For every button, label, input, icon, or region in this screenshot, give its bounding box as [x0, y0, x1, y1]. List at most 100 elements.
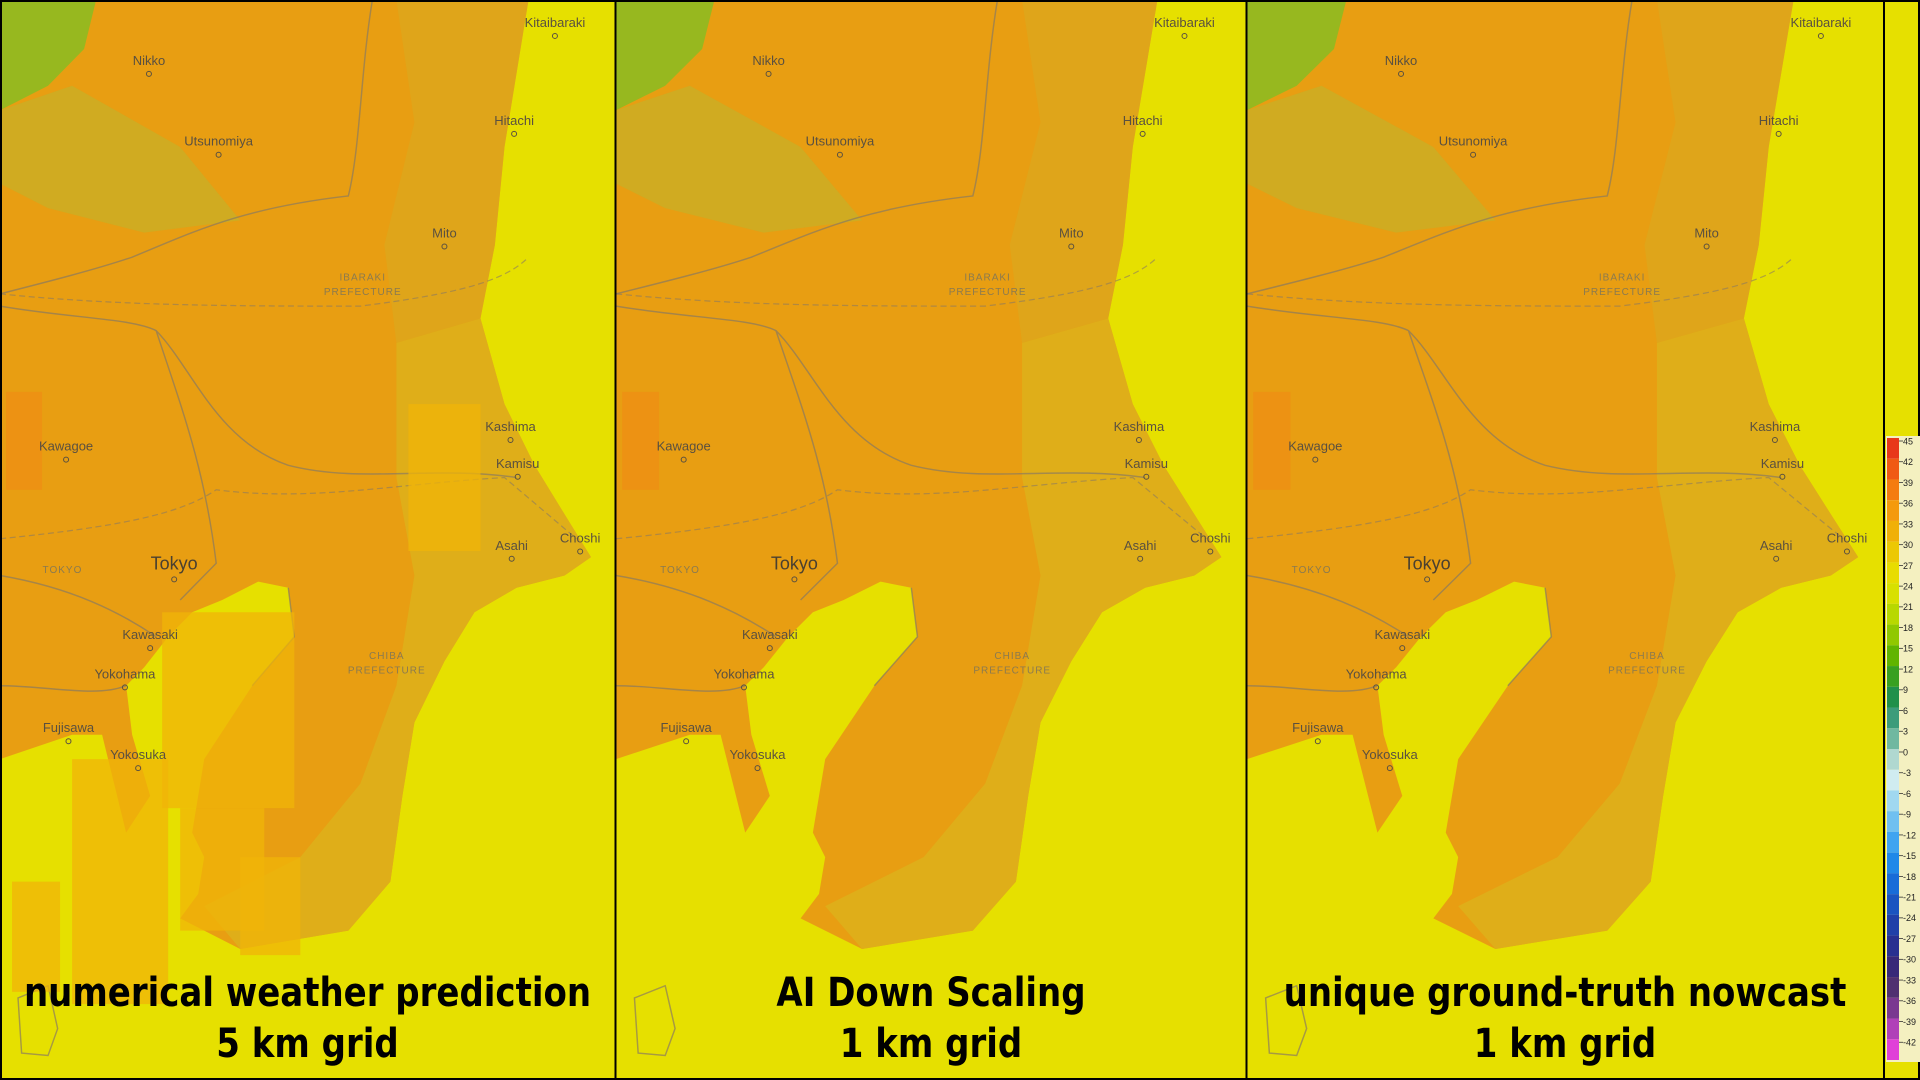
legend-swatch [1887, 956, 1899, 978]
legend-tick-label: 21 [1903, 602, 1913, 612]
place-label: TOKYO [660, 565, 700, 576]
place-marker [1181, 32, 1188, 39]
place-label: Kamisu [1125, 456, 1168, 471]
panel-title: numerical weather prediction [24, 969, 591, 1015]
place-label: Kashima [485, 419, 536, 434]
place-label: Kawagoe [1288, 439, 1342, 454]
legend-tick-label: 3 [1903, 727, 1908, 737]
place-label: Kashima [1750, 419, 1801, 434]
legend-tick-label: -36 [1903, 996, 1916, 1006]
place-label: Utsunomiya [806, 134, 875, 149]
place-label: Yokosuka [1362, 747, 1419, 762]
place-label: CHIBA [994, 651, 1030, 662]
legend-swatch [1887, 977, 1899, 998]
legend-tick-label: -6 [1903, 789, 1911, 799]
place-marker [791, 576, 798, 583]
place-marker [1312, 456, 1319, 463]
place-marker [1817, 32, 1824, 39]
place-marker [754, 765, 761, 772]
coarse-grid-cell [408, 404, 481, 552]
place-label: Kawagoe [39, 439, 93, 454]
place-label: Kitaibaraki [525, 15, 586, 30]
legend-tick-label: -42 [1903, 1038, 1916, 1048]
labels: Kitaibaraki Nikko Utsunomiya Hitachi Mito IBA… [24, 15, 1867, 1067]
place-label: Kitaibaraki [1791, 15, 1852, 30]
legend-swatch [1887, 438, 1899, 459]
place-marker [740, 684, 747, 691]
place-label: CHIBA [1629, 651, 1665, 662]
place-marker [1314, 738, 1321, 745]
legend-swatch [1887, 645, 1899, 667]
legend-swatch [1887, 603, 1899, 625]
legend-swatch [1887, 583, 1899, 604]
place-label: Kamisu [1761, 456, 1804, 471]
legend-swatch [1887, 790, 1899, 812]
place-marker [1843, 548, 1850, 555]
place-marker [507, 437, 514, 444]
place-label: Kashima [1114, 419, 1165, 434]
place-label: Asahi [495, 538, 528, 553]
place-marker [441, 243, 448, 250]
place-marker [1470, 151, 1477, 158]
legend-tick-label: -24 [1903, 913, 1916, 923]
legend-swatch [1887, 562, 1899, 584]
place-label: Nikko [1385, 53, 1418, 68]
place-label: IBARAKI [1599, 272, 1645, 283]
place-label: Kawagoe [657, 439, 711, 454]
legend-swatch [1887, 541, 1899, 563]
place-label: IBARAKI [340, 272, 386, 283]
legend-tick-label: 45 [1903, 436, 1913, 446]
place-marker [551, 32, 558, 39]
legend-swatch [1887, 852, 1899, 874]
legend-swatch [1887, 624, 1899, 646]
panel-subtitle: 1 km grid [840, 1020, 1022, 1066]
coarse-grid-cell [12, 881, 61, 992]
place-marker [766, 645, 773, 652]
place-label: Fujisawa [1292, 720, 1344, 735]
legend-tick-label: 12 [1903, 664, 1913, 674]
coarse-grid-cell [162, 612, 295, 809]
legend-tick-label: 24 [1903, 582, 1913, 592]
legend-swatch [1887, 997, 1899, 1019]
place-label: Tokyo [771, 553, 818, 573]
place-label: TOKYO [1292, 565, 1332, 576]
legend-tick-label: -3 [1903, 768, 1911, 778]
legend-tick-label: 0 [1903, 747, 1908, 757]
place-marker [1771, 437, 1778, 444]
place-marker [1386, 765, 1393, 772]
legend-swatch [1887, 935, 1899, 957]
place-label: Fujisawa [43, 720, 95, 735]
place-marker [135, 765, 142, 772]
coarse-grid-cell [240, 857, 301, 956]
place-label: Tokyo [1404, 553, 1451, 573]
legend-swatch [1887, 749, 1899, 770]
legend-tick-label: 15 [1903, 644, 1913, 654]
place-marker [171, 576, 178, 583]
place-marker [1068, 243, 1075, 250]
legend-tick-label: 36 [1903, 499, 1913, 509]
legend-swatch [1887, 520, 1899, 542]
place-label: Yokohama [1346, 666, 1408, 681]
legend-swatch [1887, 686, 1899, 708]
place-marker [1207, 548, 1214, 555]
place-marker [65, 738, 72, 745]
place-label: Kamisu [496, 456, 539, 471]
legend-swatch [1887, 873, 1899, 895]
place-label: Choshi [1190, 530, 1231, 545]
place-marker [1779, 473, 1786, 480]
place-label: PREFECTURE [1608, 665, 1686, 676]
place-label: Mito [1059, 226, 1084, 241]
place-marker [1399, 645, 1406, 652]
place-marker [1703, 243, 1710, 250]
legend-tick-label: 39 [1903, 478, 1913, 488]
legend-swatch [1887, 1039, 1899, 1060]
place-label: Nikko [133, 53, 166, 68]
legend-swatch [1887, 831, 1899, 853]
place-marker [1424, 576, 1431, 583]
place-marker [1773, 555, 1780, 562]
place-label: Kawasaki [742, 627, 798, 642]
legend-swatch [1887, 666, 1899, 687]
place-marker [121, 684, 128, 691]
place-label: Yokosuka [730, 747, 787, 762]
panel-title: unique ground-truth nowcast [1284, 969, 1847, 1015]
